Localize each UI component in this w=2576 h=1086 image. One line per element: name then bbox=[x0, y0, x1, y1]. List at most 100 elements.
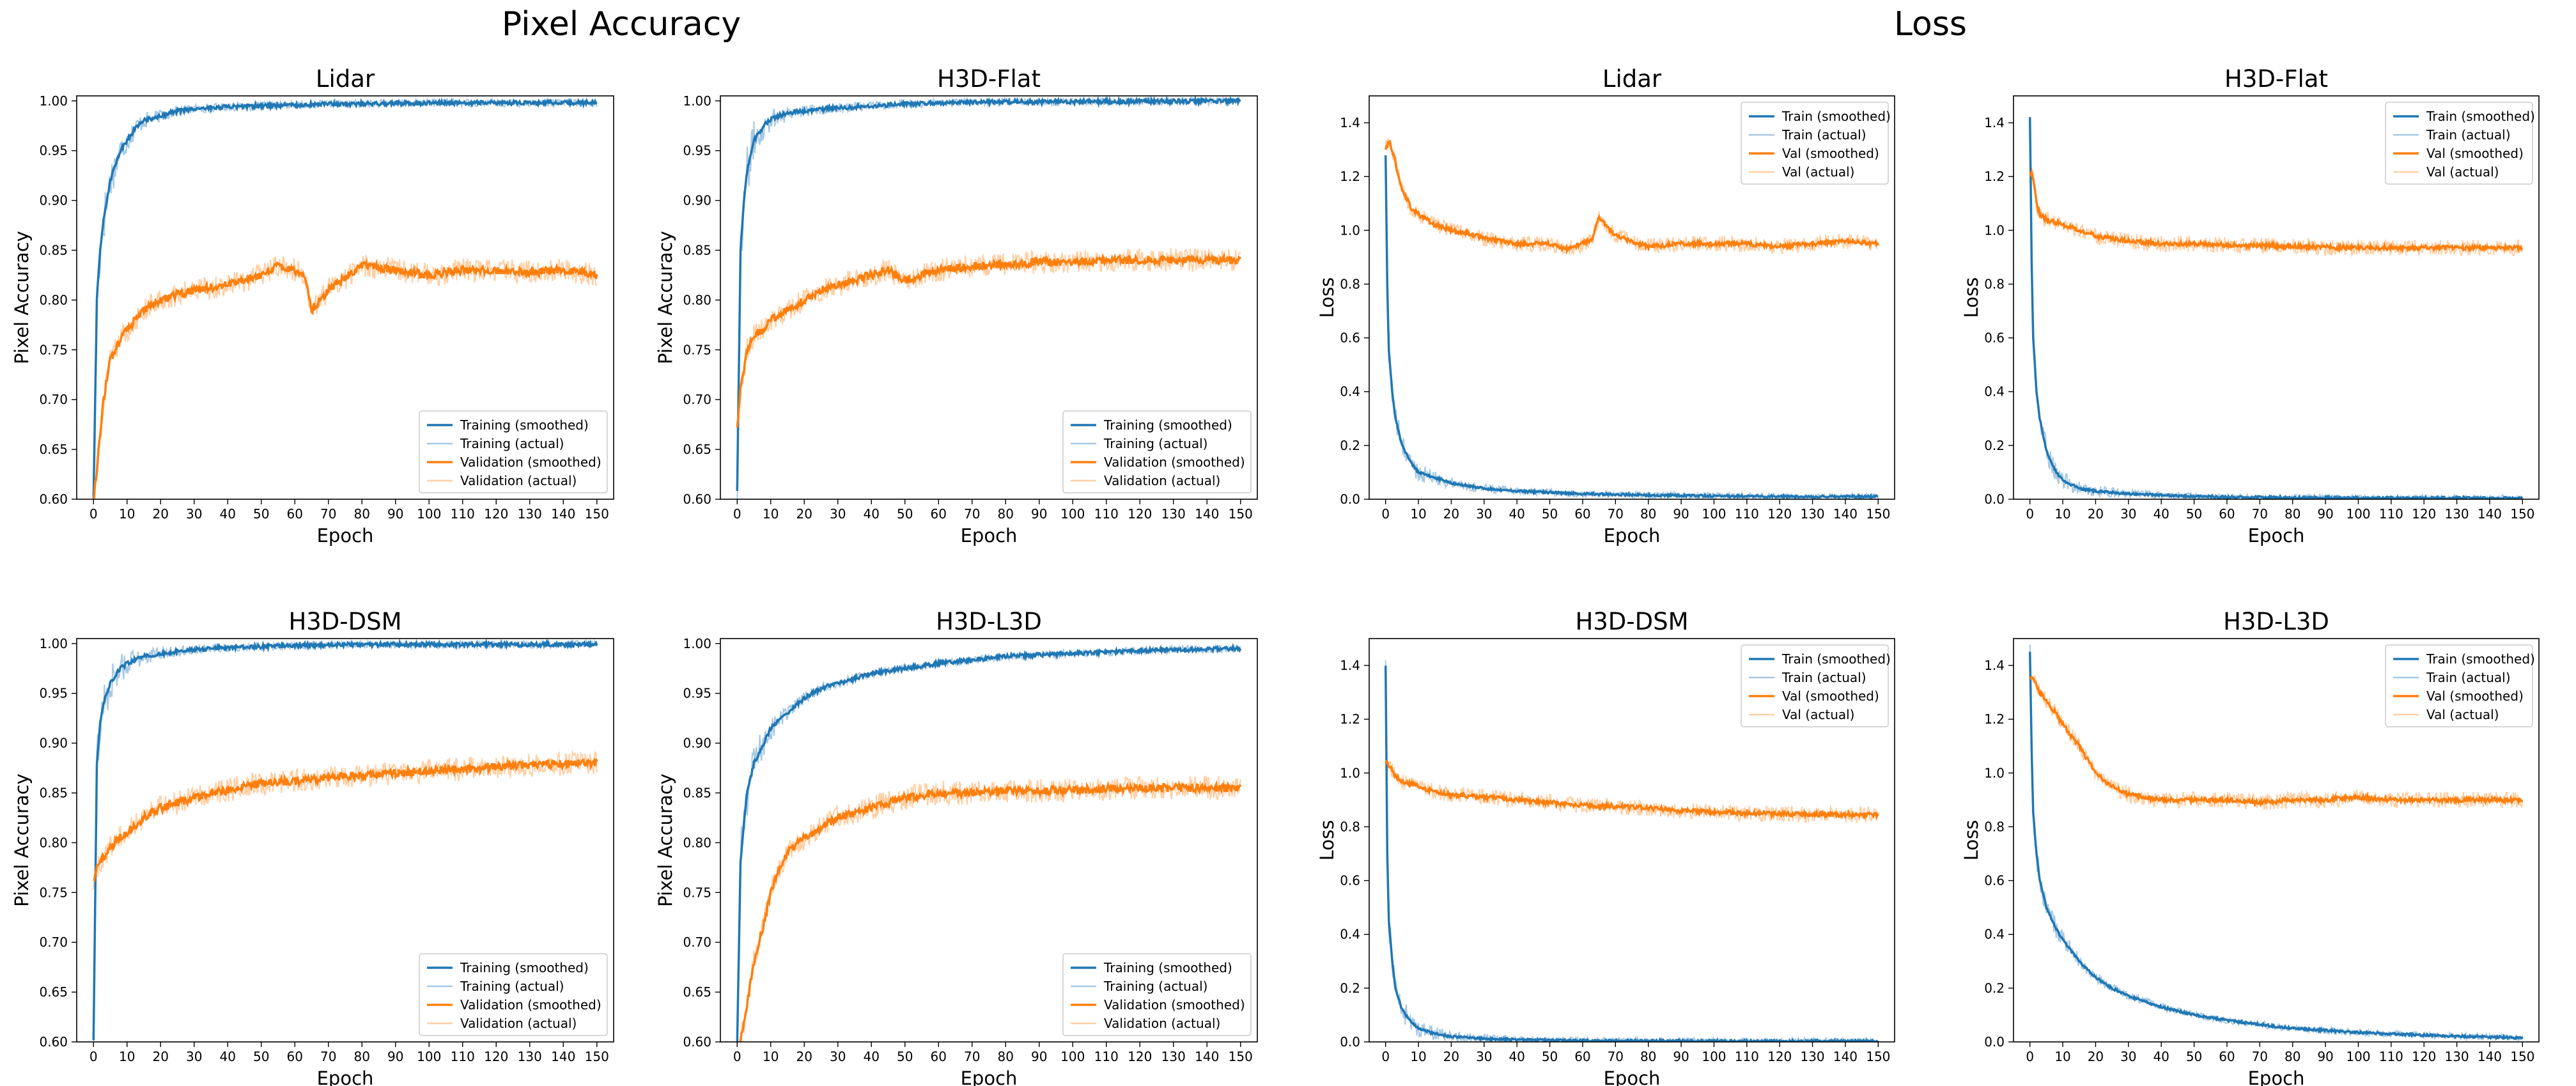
x-tick-label: 100 bbox=[2346, 1049, 2370, 1064]
y-tick-label: 0.95 bbox=[39, 686, 68, 701]
x-tick-label: 70 bbox=[320, 506, 336, 522]
train-smoothed-line bbox=[2028, 117, 2524, 499]
x-tick-label: 140 bbox=[551, 506, 575, 522]
x-tick-label: 70 bbox=[964, 506, 980, 522]
plot-area bbox=[2028, 644, 2524, 1042]
x-tick-label: 40 bbox=[2153, 506, 2169, 522]
legend-label: Train (actual) bbox=[1781, 127, 1866, 143]
y-tick-label: 0.65 bbox=[39, 984, 68, 1000]
x-tick-label: 40 bbox=[864, 1049, 880, 1064]
legend-label: Validation (actual) bbox=[460, 1016, 577, 1031]
y-tick-label: 0.80 bbox=[39, 292, 68, 307]
legend: Training (smoothed) Training (actual) Vali… bbox=[1062, 410, 1252, 493]
x-tick-label: 110 bbox=[1094, 506, 1119, 522]
x-tick-label: 20 bbox=[1443, 506, 1459, 522]
plot-frame bbox=[1369, 638, 1895, 1043]
x-tick-label: 90 bbox=[2317, 506, 2333, 522]
y-tick-label: 0.60 bbox=[39, 492, 68, 507]
legend: Training (smoothed) Training (actual) Vali… bbox=[1062, 953, 1252, 1036]
train-smoothed-line bbox=[2028, 651, 2524, 1041]
x-tick-label: 0 bbox=[1381, 506, 1390, 522]
val-smoothed-line bbox=[93, 757, 598, 883]
y-tick-label: 0.70 bbox=[39, 935, 68, 950]
x-tick-label: 30 bbox=[1476, 1049, 1492, 1064]
x-tick-label: 150 bbox=[1229, 1049, 1253, 1064]
x-tick-label: 80 bbox=[1640, 506, 1656, 522]
chart-acc-dsm: H3D-DSM 0 10 20 30 40 50 60 70 80 90 100 110 120 130 14… bbox=[11, 608, 614, 1086]
legend-label: Val (actual) bbox=[1782, 164, 1855, 180]
x-tick-label: 60 bbox=[931, 506, 947, 522]
train-smoothed-line bbox=[736, 96, 1241, 492]
x-tick-label: 130 bbox=[518, 1049, 542, 1064]
y-tick-label: 0.90 bbox=[39, 736, 68, 751]
legend: Train (smoothed) Train (actual) Val (smoot… bbox=[1741, 102, 1891, 185]
x-tick-label: 100 bbox=[1060, 506, 1085, 522]
x-tick-label: 40 bbox=[864, 506, 880, 522]
chart-title: H3D-DSM bbox=[1575, 608, 1688, 635]
y-tick-label: 0.6 bbox=[1984, 873, 2005, 888]
x-tick-label: 10 bbox=[1410, 506, 1426, 522]
y-tick-label: 0.2 bbox=[1984, 438, 2005, 453]
y-tick-label: 0.75 bbox=[683, 885, 711, 900]
x-tick-label: 50 bbox=[253, 506, 269, 522]
y-axis-label: Pixel Accuracy bbox=[11, 231, 33, 364]
y-tick-label: 0.75 bbox=[683, 342, 711, 357]
chart-title: Lidar bbox=[316, 65, 375, 93]
legend-box bbox=[1741, 102, 1889, 185]
x-tick-label: 120 bbox=[1128, 506, 1152, 522]
y-tick-label: 0.2 bbox=[1984, 981, 2005, 996]
val-actual-line bbox=[1385, 758, 1879, 825]
y-tick-label: 0.8 bbox=[1340, 819, 1360, 834]
x-tick-label: 50 bbox=[2186, 1049, 2202, 1064]
x-tick-label: 50 bbox=[1542, 1049, 1558, 1064]
y-tick-label: 0.6 bbox=[1340, 873, 1360, 888]
y-tick-label: 1.2 bbox=[1340, 711, 1360, 727]
chart-acc-lidar: Lidar 0 10 20 30 40 50 60 70 80 90 100 110 120 130 140 1… bbox=[11, 65, 614, 547]
legend-box bbox=[1741, 644, 1889, 727]
y-tick-label: 1.4 bbox=[1340, 658, 1360, 673]
chart-title: H3D-DSM bbox=[288, 608, 401, 635]
x-tick-label: 0 bbox=[733, 1049, 741, 1064]
x-axis-label: Epoch bbox=[317, 525, 374, 547]
x-tick-label: 20 bbox=[1443, 1049, 1459, 1064]
legend: Train (smoothed) Train (actual) Val (smoot… bbox=[2385, 102, 2535, 185]
x-tick-label: 40 bbox=[220, 1049, 236, 1064]
x-tick-label: 70 bbox=[1608, 1049, 1624, 1064]
legend-label: Validation (smoothed) bbox=[1104, 454, 1245, 470]
x-tick-label: 90 bbox=[1673, 1049, 1689, 1064]
y-tick-label: 0.90 bbox=[683, 193, 711, 208]
legend-label: Validation (smoothed) bbox=[460, 454, 601, 470]
legend-label: Train (actual) bbox=[1781, 670, 1866, 685]
x-tick-label: 90 bbox=[1673, 506, 1689, 522]
x-tick-label: 130 bbox=[2444, 506, 2469, 522]
x-tick-label: 30 bbox=[186, 1049, 202, 1064]
y-tick-label: 0.95 bbox=[683, 143, 711, 159]
legend-label: Training (actual) bbox=[1103, 436, 1207, 451]
legend-box bbox=[1062, 953, 1252, 1036]
x-tick-label: 90 bbox=[387, 1049, 403, 1064]
x-tick-label: 70 bbox=[2252, 506, 2268, 522]
val-smoothed-line bbox=[1384, 139, 1879, 254]
x-tick-label: 100 bbox=[1060, 1049, 1085, 1064]
plot-frame bbox=[1369, 95, 1895, 500]
x-tick-label: 80 bbox=[2285, 506, 2301, 522]
x-tick-label: 130 bbox=[1800, 506, 1824, 522]
y-tick-label: 0.85 bbox=[683, 785, 711, 800]
y-tick-label: 0.85 bbox=[39, 785, 68, 800]
x-tick-label: 140 bbox=[1833, 506, 1858, 522]
x-tick-label: 100 bbox=[417, 1049, 441, 1064]
x-tick-label: 10 bbox=[2054, 506, 2070, 522]
legend-label: Training (actual) bbox=[1103, 979, 1207, 994]
x-axis-label: Epoch bbox=[1604, 525, 1661, 547]
x-tick-label: 60 bbox=[2219, 1049, 2235, 1064]
y-tick-label: 0.70 bbox=[39, 392, 68, 407]
x-tick-label: 100 bbox=[1702, 1049, 1726, 1064]
val-smoothed-line bbox=[2029, 167, 2524, 254]
y-tick-label: 1.00 bbox=[683, 636, 711, 651]
y-tick-label: 0.4 bbox=[1984, 384, 2005, 399]
y-tick-label: 1.00 bbox=[39, 636, 68, 651]
x-axis-label: Epoch bbox=[317, 1067, 374, 1086]
x-tick-label: 30 bbox=[830, 1049, 846, 1064]
x-tick-label: 110 bbox=[1735, 506, 1759, 522]
legend-label: Val (smoothed) bbox=[2426, 688, 2524, 704]
